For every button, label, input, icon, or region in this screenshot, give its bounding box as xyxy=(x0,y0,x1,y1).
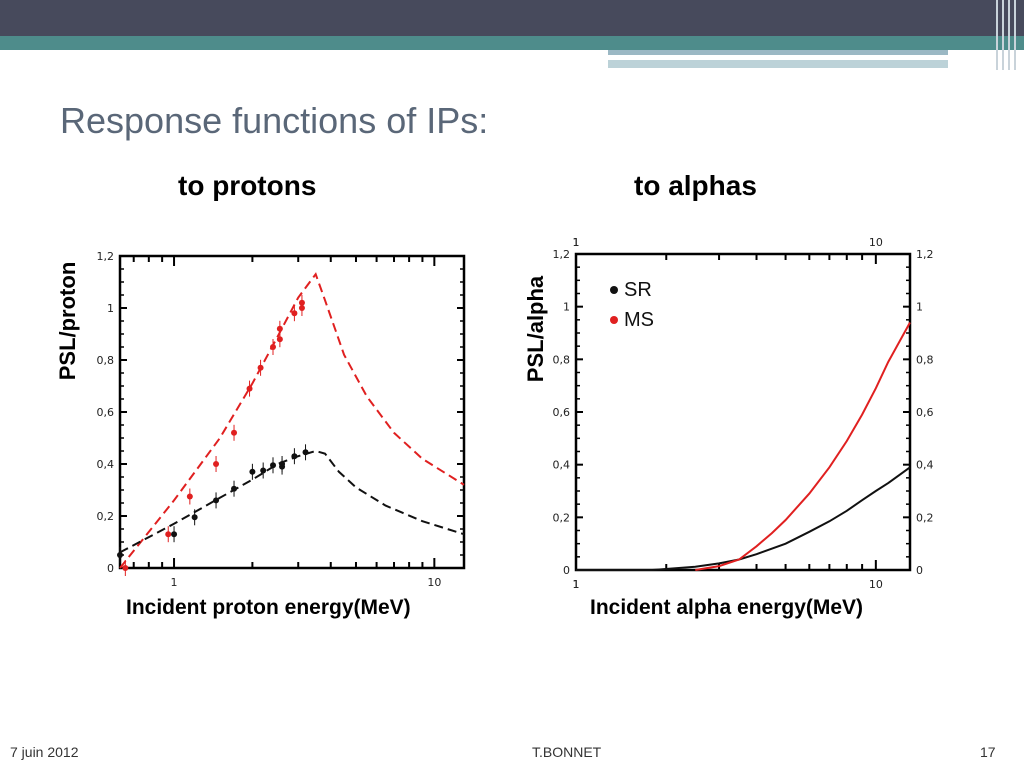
data-point xyxy=(231,485,238,492)
y-tick-label: 0,6 xyxy=(916,406,934,419)
header-accent-stripe xyxy=(0,36,1024,50)
y-tick-label: 0,6 xyxy=(97,406,115,419)
x-tick-label: 1 xyxy=(573,578,580,591)
y-tick-label: 1,2 xyxy=(553,248,571,261)
y-tick-label: 0,4 xyxy=(916,459,934,472)
series-line xyxy=(695,322,911,571)
legend-label: SR xyxy=(624,279,652,301)
series-line xyxy=(652,466,911,571)
x-tick-label: 10 xyxy=(869,236,883,249)
header-light-stripe-2 xyxy=(608,60,948,68)
data-point xyxy=(291,310,298,317)
right-x-axis-label: Incident alpha energy(MeV) xyxy=(590,596,864,619)
x-tick-label: 10 xyxy=(427,576,441,589)
footer-date: 7 juin 2012 xyxy=(10,744,79,760)
model-curve xyxy=(119,272,465,569)
x-tick-label: 10 xyxy=(869,578,883,591)
y-tick-label: 0 xyxy=(563,564,570,577)
data-point xyxy=(257,364,264,371)
data-point xyxy=(270,462,277,469)
data-point xyxy=(165,531,172,538)
x-tick-label: 1 xyxy=(573,236,580,249)
data-point xyxy=(122,565,129,571)
y-tick-label: 1,2 xyxy=(97,250,115,263)
data-point xyxy=(302,449,309,456)
data-point xyxy=(246,385,253,392)
y-tick-label: 0,2 xyxy=(97,510,115,523)
y-tick-label: 0,4 xyxy=(553,459,571,472)
left-y-axis-label: PSL/proton xyxy=(55,261,80,381)
data-point xyxy=(213,461,220,467)
header-bar xyxy=(0,0,1024,36)
y-tick-label: 0,2 xyxy=(553,511,571,524)
data-point xyxy=(231,429,238,436)
data-point xyxy=(117,552,123,558)
left-x-axis-label: Incident proton energy(MeV) xyxy=(126,596,411,619)
data-point xyxy=(279,461,286,467)
plot-frame xyxy=(118,254,466,570)
y-tick-label: 0 xyxy=(107,562,114,575)
data-point xyxy=(270,344,277,350)
y-tick-label: 0,6 xyxy=(553,406,571,419)
legend-marker xyxy=(610,286,618,294)
y-tick-label: 1 xyxy=(916,301,923,314)
data-point xyxy=(298,305,305,311)
x-tick-label: 1 xyxy=(573,578,580,591)
x-tick-label: 1 xyxy=(171,576,178,589)
data-point xyxy=(249,468,256,475)
proton-response-chart: 0 0,2 0,4 0,6 0,8 1 1,2 1 10 xyxy=(97,250,466,589)
legend-marker xyxy=(610,316,618,324)
x-tick-label: 1 xyxy=(573,236,580,249)
plot-frame xyxy=(574,252,912,572)
y-tick-label: 0,8 xyxy=(97,354,115,367)
data-point xyxy=(186,493,193,500)
y-tick-label: 0,8 xyxy=(553,353,571,366)
data-point xyxy=(260,467,267,474)
y-tick-label: 0,4 xyxy=(97,458,115,471)
model-curve xyxy=(119,449,465,554)
header-vertical-line xyxy=(1014,0,1016,70)
data-point xyxy=(191,514,198,521)
header-vertical-line xyxy=(996,0,998,70)
y-tick-label: 1 xyxy=(563,301,570,314)
y-tick-label: 0,8 xyxy=(916,353,934,366)
slide-title: Response functions of IPs: xyxy=(60,100,489,141)
y-tick-label: 1,2 xyxy=(916,248,934,261)
footer-author: T.BONNET xyxy=(532,744,602,760)
data-point xyxy=(276,325,283,332)
alpha-response-chart: 0 00,2 0,20,4 0,40,6 0,60,8 0,81 11,2 1,2111010… xyxy=(553,236,934,591)
y-tick-label: 0,2 xyxy=(916,511,934,524)
data-point xyxy=(213,497,220,504)
y-tick-label: 0 xyxy=(916,564,923,577)
data-point xyxy=(171,531,178,538)
data-point xyxy=(276,336,283,343)
data-point xyxy=(291,453,298,460)
header-vertical-line xyxy=(1002,0,1004,70)
y-tick-label: 1 xyxy=(107,302,114,315)
page-number: 17 xyxy=(980,744,996,760)
left-panel-title: to protons xyxy=(178,170,317,201)
right-panel-title: to alphas xyxy=(634,170,757,201)
header-vertical-line xyxy=(1008,0,1010,70)
header-light-stripe xyxy=(608,50,948,55)
legend-label: MS xyxy=(624,309,654,331)
